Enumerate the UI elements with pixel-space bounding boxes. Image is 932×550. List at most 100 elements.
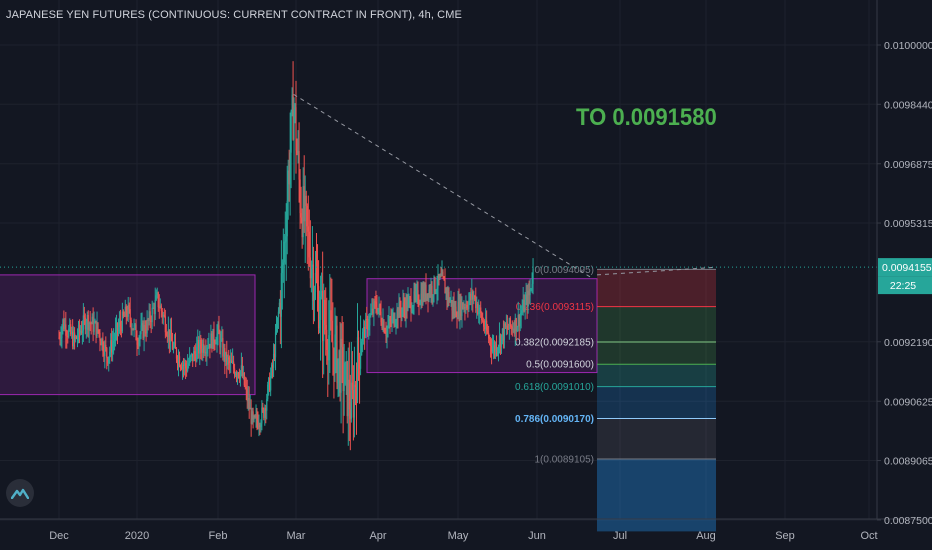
candle-body <box>162 314 164 317</box>
candle-body <box>314 273 317 293</box>
candle-body <box>528 290 530 296</box>
candle-body <box>495 343 498 353</box>
candle-body <box>385 333 387 336</box>
candle-body <box>295 107 297 151</box>
candle-body <box>447 291 449 298</box>
candle-body <box>329 310 331 336</box>
range-box-right <box>366 278 598 374</box>
candle-body <box>220 338 222 348</box>
candle-body <box>163 314 165 317</box>
candle-body <box>127 304 129 317</box>
tradingview-logo-icon[interactable] <box>6 479 34 507</box>
candle-body <box>201 348 203 353</box>
candle-body <box>234 373 237 376</box>
candle-body <box>76 337 79 339</box>
candle-body <box>254 415 256 418</box>
candle-body <box>410 298 412 312</box>
candle-body <box>369 316 371 326</box>
candle-body <box>418 303 420 305</box>
candle-body <box>445 289 447 294</box>
candle-body <box>146 319 148 334</box>
candle-body <box>476 303 478 309</box>
candle-body <box>269 378 271 391</box>
time-tick-label: Dec <box>49 530 69 542</box>
candle-body <box>179 366 182 368</box>
candle-body <box>520 312 522 316</box>
candle-body <box>375 301 377 307</box>
candle-body <box>343 384 345 392</box>
candle-body <box>129 309 131 320</box>
candle-body <box>98 330 100 333</box>
candle-body <box>170 329 173 342</box>
time-tick-label: Jul <box>613 530 627 542</box>
candle-body <box>173 342 176 347</box>
candle-body <box>384 331 386 334</box>
candle-body <box>229 359 231 364</box>
fib-band <box>597 364 716 387</box>
candle-body <box>298 151 300 180</box>
candle-body <box>165 332 167 336</box>
candle-body <box>304 195 306 222</box>
candle-body <box>405 300 407 316</box>
candle-body <box>327 350 329 361</box>
candle-body <box>424 284 426 298</box>
candle-body <box>332 341 334 348</box>
candle-body <box>526 294 528 307</box>
candle-body <box>153 307 155 315</box>
candle-body <box>272 353 275 368</box>
candle-body <box>150 320 152 323</box>
candle-body <box>532 268 534 284</box>
candle-body <box>78 325 81 332</box>
candle-body <box>204 352 206 354</box>
candle-body <box>509 318 511 327</box>
candle-body <box>502 328 505 341</box>
candle-body <box>438 274 440 280</box>
candle-body <box>214 342 216 344</box>
candle-body <box>435 291 437 293</box>
candle-body <box>115 323 118 330</box>
candle-body <box>510 326 512 328</box>
candle-body <box>478 311 480 315</box>
candle-body <box>148 311 150 321</box>
candle-body <box>458 301 460 317</box>
candle-body <box>507 328 509 330</box>
candle-body <box>89 322 91 324</box>
candle-body <box>331 320 333 342</box>
candle-body <box>427 293 429 300</box>
candle-body <box>390 320 392 323</box>
candle-body <box>352 389 354 418</box>
candle-body <box>87 315 89 330</box>
candle-body <box>420 293 422 304</box>
fib-band <box>597 386 716 419</box>
candle-body <box>444 280 446 294</box>
candle-body <box>192 353 194 362</box>
time-tick-label: May <box>448 530 469 542</box>
candle-body <box>276 317 279 329</box>
candle-body <box>443 276 445 281</box>
candle-body <box>511 326 513 330</box>
candle-body <box>96 322 98 337</box>
price-tick-label: 0.0098440 <box>884 99 932 111</box>
candle-body <box>128 304 130 310</box>
candle-body <box>68 328 70 337</box>
candle-body <box>233 368 236 376</box>
candle-body <box>432 294 434 296</box>
candle-body <box>205 352 207 354</box>
candle-body <box>92 316 94 332</box>
candle-body <box>340 338 342 393</box>
candle-body <box>479 307 481 312</box>
fib-level-label: 0(0.0094095) <box>535 265 595 276</box>
candle-body <box>97 322 99 331</box>
candle-body <box>394 324 396 326</box>
candle-body <box>236 372 239 376</box>
candle-body <box>513 328 515 334</box>
candle-body <box>380 311 382 323</box>
candle-body <box>82 315 84 331</box>
candle-body <box>489 338 492 347</box>
countdown-badge <box>878 276 932 295</box>
candle-body <box>363 326 365 332</box>
candle-body <box>239 371 242 379</box>
candle-body <box>297 151 299 154</box>
candle-body <box>222 338 224 357</box>
